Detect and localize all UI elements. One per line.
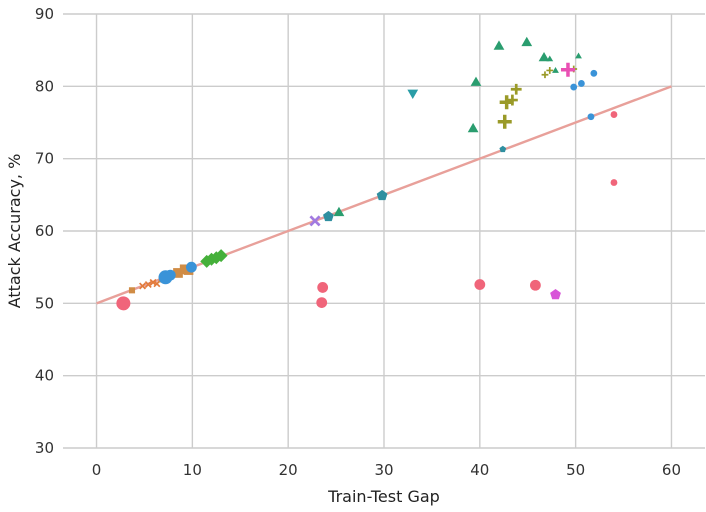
teal-triangles-up-point [521, 36, 533, 47]
red-circles-point [610, 111, 618, 118]
olive-plus-point [546, 67, 554, 74]
x-tick-label: 0 [92, 461, 102, 479]
green-diamonds-point [214, 249, 228, 263]
teal-triangles-up-point [467, 122, 479, 133]
red-circles-point [610, 179, 618, 186]
y-tick-label: 90 [35, 5, 54, 23]
blue-circles-point [590, 69, 598, 77]
red-circles-point [316, 297, 328, 309]
teal-triangles-up-point [552, 67, 559, 73]
green-diamonds-point [200, 254, 214, 268]
y-tick-labels: 30 40 50 60 70 80 90 [35, 5, 54, 457]
teal-triangles-up-point [470, 76, 482, 86]
red-circles-point [529, 279, 541, 291]
x-axis-label: Train-Test Gap [327, 487, 440, 506]
olive-plus-point [541, 71, 549, 79]
orange-crosses-point [144, 281, 152, 289]
x-tick-labels: 0 10 20 30 40 50 60 [92, 461, 681, 479]
blue-circles-point [577, 80, 585, 87]
data-points [116, 36, 618, 311]
y-tick-label: 60 [35, 222, 54, 240]
horizontal-gridlines [63, 13, 705, 449]
magenta-plus-point [560, 62, 575, 77]
y-tick-label: 70 [35, 150, 54, 168]
teal-triangles-up-point [538, 52, 550, 62]
olive-plus-point [510, 83, 522, 95]
red-circles-point [116, 296, 131, 311]
y-tick-label: 50 [35, 294, 54, 312]
green-diamonds-point [209, 251, 223, 265]
blue-circles-point [587, 113, 595, 121]
x-tick-label: 10 [183, 461, 202, 479]
brown-squares-point [173, 268, 183, 278]
teal-triangles-up-point [575, 52, 582, 59]
blue-circles-point [186, 261, 197, 273]
blue-circles-point [164, 269, 176, 281]
y-tick-label: 40 [35, 367, 54, 385]
teal-triangles-up-point [333, 206, 345, 217]
teal-pentagons-point [323, 210, 334, 222]
x-tick-label: 60 [662, 461, 681, 479]
x-tick-label: 50 [566, 461, 585, 479]
y-axis-label: Attack Accuracy, % [5, 154, 24, 309]
orange-crosses-point [139, 282, 147, 290]
blue-circles-point [570, 83, 578, 91]
magenta-pentagon-point [550, 288, 561, 300]
red-circles-point [317, 282, 329, 293]
teal-triangle-down-point [407, 89, 419, 99]
y-tick-label: 30 [35, 439, 54, 457]
teal-pentagons-point [376, 189, 388, 201]
red-circles-point [474, 279, 486, 290]
x-tick-label: 40 [470, 461, 489, 479]
x-tick-label: 30 [374, 461, 393, 479]
teal-triangles-up-point [493, 40, 505, 50]
teal-triangles-up-point [546, 55, 554, 62]
orange-crosses-point [149, 278, 157, 286]
olive-plus-point [497, 114, 512, 129]
purple-crosses-point [309, 215, 321, 227]
y-tick-label: 80 [35, 77, 54, 95]
olive-plus-point [507, 94, 518, 106]
brown-squares-point [128, 287, 136, 294]
x-tick-label: 20 [279, 461, 298, 479]
teal-pentagons-point [499, 145, 507, 153]
